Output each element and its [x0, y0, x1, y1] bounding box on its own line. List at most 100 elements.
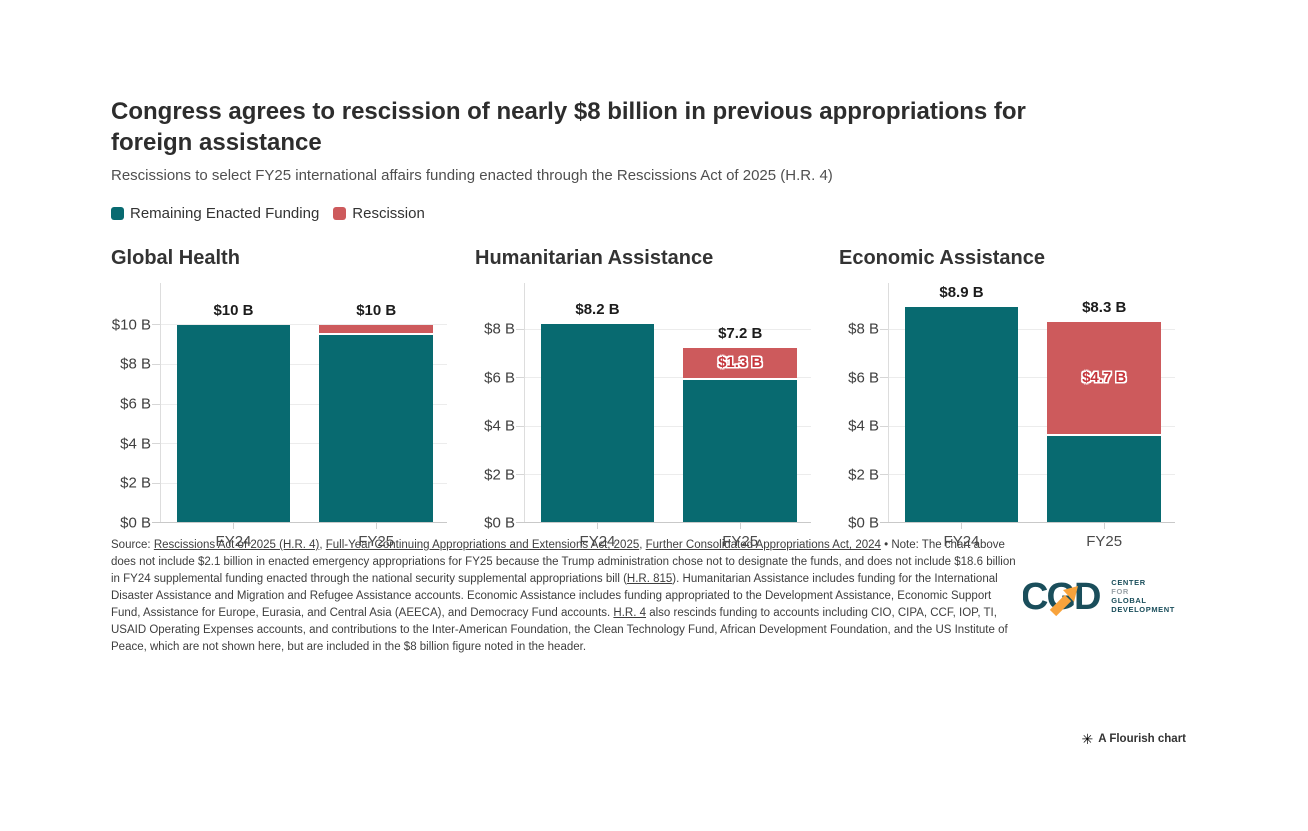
bar-segment-remaining-fy25[interactable]: [1047, 435, 1161, 523]
bar-segment-remaining-fy24[interactable]: [540, 324, 655, 523]
y-tick-label: $10 B: [111, 316, 151, 334]
cgd-logo-line: FOR: [1111, 587, 1129, 596]
bar-segment-rescission-fy25[interactable]: [319, 324, 433, 335]
y-tick: [880, 328, 888, 330]
gridline: [889, 474, 1175, 476]
y-tick-label: $2 B: [848, 466, 879, 484]
y-tick-label: $0 B: [848, 514, 879, 532]
bar-segment-remaining-fy25[interactable]: [683, 379, 797, 523]
cgd-logo-line: GLOBAL: [1111, 596, 1147, 605]
source-text: also rescinds funding to accounts includ…: [111, 607, 1008, 653]
flourish-attribution-label: A Flourish chart: [1098, 733, 1186, 745]
source-link[interactable]: Further Consolidated Appropriations Act,…: [645, 539, 881, 551]
bar-fy25: $10 B: [319, 283, 433, 523]
y-tick: [152, 443, 160, 445]
x-tick: [1103, 523, 1105, 529]
gridline: [161, 443, 447, 445]
y-tick: [880, 425, 888, 427]
gridline: [525, 425, 811, 427]
legend-label: Rescission: [352, 205, 425, 222]
y-tick: [516, 425, 524, 427]
y-tick-label: $6 B: [120, 395, 151, 413]
x-axis-line: [152, 522, 447, 523]
y-tick: [152, 324, 160, 326]
y-tick-label: $6 B: [848, 369, 879, 387]
source-link[interactable]: H.R. 815: [626, 573, 673, 585]
page-title: Congress agrees to rescission of nearly …: [111, 98, 1026, 156]
x-axis-line: [880, 522, 1175, 523]
y-tick: [152, 482, 160, 484]
panel-title: Humanitarian Assistance: [475, 247, 714, 269]
bar-fy24: $8.2 B: [540, 283, 655, 523]
legend-swatch-rescission: [333, 207, 347, 220]
y-tick: [152, 363, 160, 365]
bar-fy25: $4.7 B $8.3 B: [1047, 283, 1161, 523]
plot-area: $0 B $2 B $4 B $6 B $8 B $10 B FY24 $10 B FY25 $1…: [112, 283, 447, 550]
y-tick-label: $8 B: [120, 355, 151, 373]
x-axis-line: [516, 522, 811, 523]
plot-wrap: $0 B $2 B $4 B $6 B $8 B FY24 $8.9 B FY25 $4.7 B…: [848, 283, 1175, 550]
x-tick-label: FY25: [1086, 533, 1123, 550]
bar-total-label: $10 B: [356, 301, 397, 319]
gridline: [525, 328, 811, 330]
x-tick-label: FY24: [215, 533, 252, 550]
x-tick: [739, 523, 741, 529]
x-tick-label: FY24: [579, 533, 616, 550]
bar-segment-remaining-fy24[interactable]: [904, 307, 1019, 523]
y-tick: [516, 474, 524, 476]
bar-fy24: $8.9 B: [904, 283, 1019, 523]
gridline: [525, 377, 811, 379]
source-link[interactable]: H.R. 4: [613, 607, 647, 619]
bar-segment-label: $1.3 B: [718, 354, 763, 372]
y-tick-label: $0 B: [484, 514, 515, 532]
y-tick: [152, 403, 160, 405]
chart-panel-humanitarian-assistance: Humanitarian Assistance $0 B $2 B $4 B $6 B $…: [475, 245, 811, 550]
x-tick: [233, 523, 234, 529]
chart-panel-economic-assistance: Economic Assistance $0 B $2 B $4 B $6 B $8 B F…: [839, 245, 1175, 550]
cgd-logo-line: DEVELOPMENT: [1111, 605, 1175, 614]
source-text: ). Humanitarian Assistance includes fund…: [111, 573, 998, 619]
bar-segment-remaining-fy24[interactable]: [176, 324, 291, 523]
y-tick-label: $0 B: [120, 514, 151, 532]
x-tick-label: FY25: [358, 533, 395, 550]
bar-segment-rescission-fy25[interactable]: $1.3 B: [683, 348, 797, 380]
y-tick-label: $2 B: [484, 466, 515, 484]
x-tick: [961, 523, 962, 529]
cgd-monogram-icon: CGD: [1023, 576, 1102, 617]
flourish-attribution-link[interactable]: ✳ A Flourish chart: [1082, 732, 1186, 746]
bar-segment-rescission-fy25[interactable]: $4.7 B: [1047, 321, 1161, 436]
chart-panel-global-health: Global Health $0 B $2 B $4 B $6 B $8 B $10 B FY…: [111, 245, 447, 550]
y-tick-label: $4 B: [848, 417, 879, 435]
footer-row: Source: Rescissions Act of 2025 (H.R. 4)…: [111, 537, 1175, 656]
source-text: ,: [319, 539, 326, 551]
y-tick-label: $8 B: [484, 320, 515, 338]
y-tick: [880, 474, 888, 476]
bar-segment-remaining-fy25[interactable]: [319, 334, 433, 523]
legend: Remaining Enacted Funding Rescission: [111, 205, 1175, 222]
chart-panels: Global Health $0 B $2 B $4 B $6 B $8 B $10 B FY…: [111, 245, 1175, 550]
source-note: Source: Rescissions Act of 2025 (H.R. 4)…: [111, 537, 1023, 656]
gridline: [889, 377, 1175, 379]
flourish-icon: ✳: [1081, 731, 1094, 747]
cgd-logo-wordmark: CENTER FOR GLOBAL DEVELOPMENT: [1111, 578, 1175, 614]
source-text: • Note: The chart above does not include…: [111, 539, 1016, 585]
gridline: [161, 403, 447, 405]
gridline: [889, 425, 1175, 427]
y-tick: [516, 328, 524, 330]
source-link[interactable]: Full-Year Continuing Appropriations and …: [325, 539, 640, 551]
y-tick-label: $6 B: [484, 369, 515, 387]
x-tick-label: FY25: [722, 533, 759, 550]
chart-content: Congress agrees to rescission of nearly …: [111, 96, 1175, 656]
legend-swatch-remaining: [111, 207, 124, 220]
y-tick: [880, 377, 888, 379]
x-tick-label: FY24: [943, 533, 980, 550]
page-subtitle: Rescissions to select FY25 international…: [111, 167, 833, 184]
gridline: [161, 324, 447, 326]
source-link[interactable]: Rescissions Act of 2025 (H.R. 4): [153, 539, 320, 551]
plot-wrap: $0 B $2 B $4 B $6 B $8 B FY24 $8.2 B FY25 $1.3 B…: [484, 283, 811, 550]
bar-total-label: $7.2 B: [718, 325, 763, 343]
legend-item-remaining: Remaining Enacted Funding: [111, 205, 319, 222]
x-tick: [375, 523, 377, 529]
bar-total-label: $8.2 B: [575, 301, 620, 319]
